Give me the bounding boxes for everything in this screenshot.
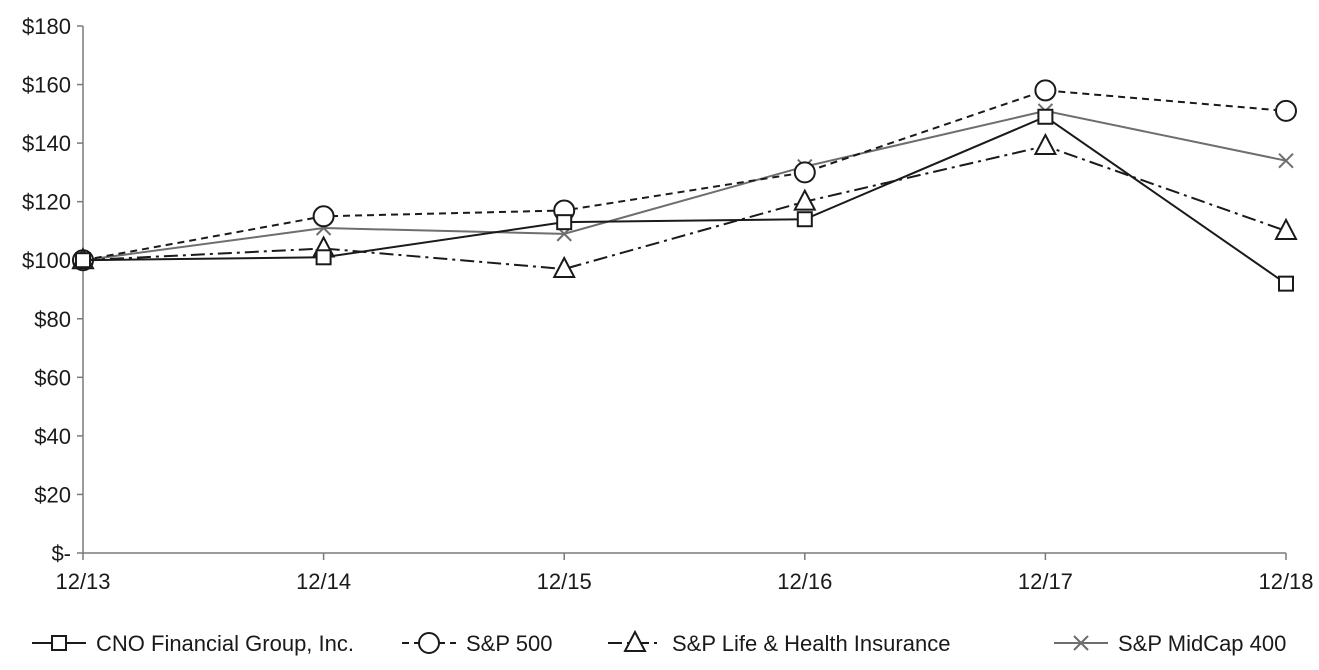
y-tick-label: $120 bbox=[22, 190, 71, 215]
data-point bbox=[793, 188, 817, 211]
series-2 bbox=[71, 132, 1298, 279]
x-tick-label: 12/17 bbox=[1018, 569, 1073, 594]
legend: CNO Financial Group, Inc. S&P 500 S&P Life… bbox=[32, 629, 1286, 656]
data-point bbox=[1275, 99, 1297, 122]
x-marker-stroke bbox=[1278, 152, 1294, 169]
data-point bbox=[552, 255, 576, 279]
y-tick-label: $80 bbox=[34, 307, 71, 332]
x-tick-label: 12/18 bbox=[1258, 569, 1313, 594]
axes: $- $20 $40 $60 $80 $100 $120 $140 $160 $180 12/13 1… bbox=[22, 14, 1313, 594]
y-tick-label: $- bbox=[51, 541, 71, 566]
legend-label: CNO Financial Group, Inc. bbox=[96, 631, 354, 656]
y-tick-label: $180 bbox=[22, 14, 71, 39]
y-tick-label: $40 bbox=[34, 424, 71, 449]
data-point bbox=[1037, 108, 1054, 125]
data-point bbox=[796, 211, 813, 228]
x-marker-stroke bbox=[1073, 635, 1089, 651]
y-tick-label: $160 bbox=[22, 73, 71, 98]
data-point bbox=[1278, 275, 1294, 292]
x-tick-label: 12/16 bbox=[777, 569, 832, 594]
data-point bbox=[1274, 217, 1298, 240]
y-tick-label: $140 bbox=[22, 131, 71, 156]
data-point bbox=[556, 214, 573, 231]
data-point bbox=[75, 252, 91, 269]
legend-item: S&P 500 bbox=[402, 631, 552, 656]
y-tick-label: $100 bbox=[22, 248, 71, 273]
legend-marker bbox=[623, 629, 647, 652]
legend-item: CNO Financial Group, Inc. bbox=[32, 631, 354, 656]
series-1 bbox=[72, 79, 1297, 272]
legend-label: S&P MidCap 400 bbox=[1118, 631, 1286, 656]
series-line bbox=[82, 144, 1287, 271]
legend-item: S&P Life & Health Insurance bbox=[608, 629, 950, 656]
legend-marker bbox=[1073, 635, 1089, 651]
x-tick-label: 12/13 bbox=[55, 569, 110, 594]
data-point bbox=[1034, 79, 1057, 102]
data-point bbox=[1033, 132, 1058, 156]
series-3 bbox=[75, 103, 1294, 268]
series-line bbox=[82, 89, 1287, 262]
legend-marker bbox=[51, 635, 67, 651]
data-point bbox=[793, 161, 816, 184]
x-tick-label: 12/14 bbox=[296, 569, 351, 594]
y-tick-label: $20 bbox=[34, 482, 71, 507]
data-point bbox=[1278, 152, 1294, 169]
legend-label: S&P Life & Health Insurance bbox=[672, 631, 950, 656]
series-lines bbox=[71, 79, 1298, 292]
data-point bbox=[315, 249, 332, 266]
legend-label: S&P 500 bbox=[466, 631, 552, 656]
y-tick-label: $60 bbox=[34, 365, 71, 390]
data-point bbox=[312, 205, 335, 228]
x-tick-label: 12/15 bbox=[537, 569, 592, 594]
legend-item: S&P MidCap 400 bbox=[1054, 631, 1286, 656]
series-line bbox=[82, 115, 1287, 285]
series-0 bbox=[75, 108, 1294, 292]
series-line bbox=[82, 109, 1287, 262]
legend-marker bbox=[418, 632, 440, 654]
